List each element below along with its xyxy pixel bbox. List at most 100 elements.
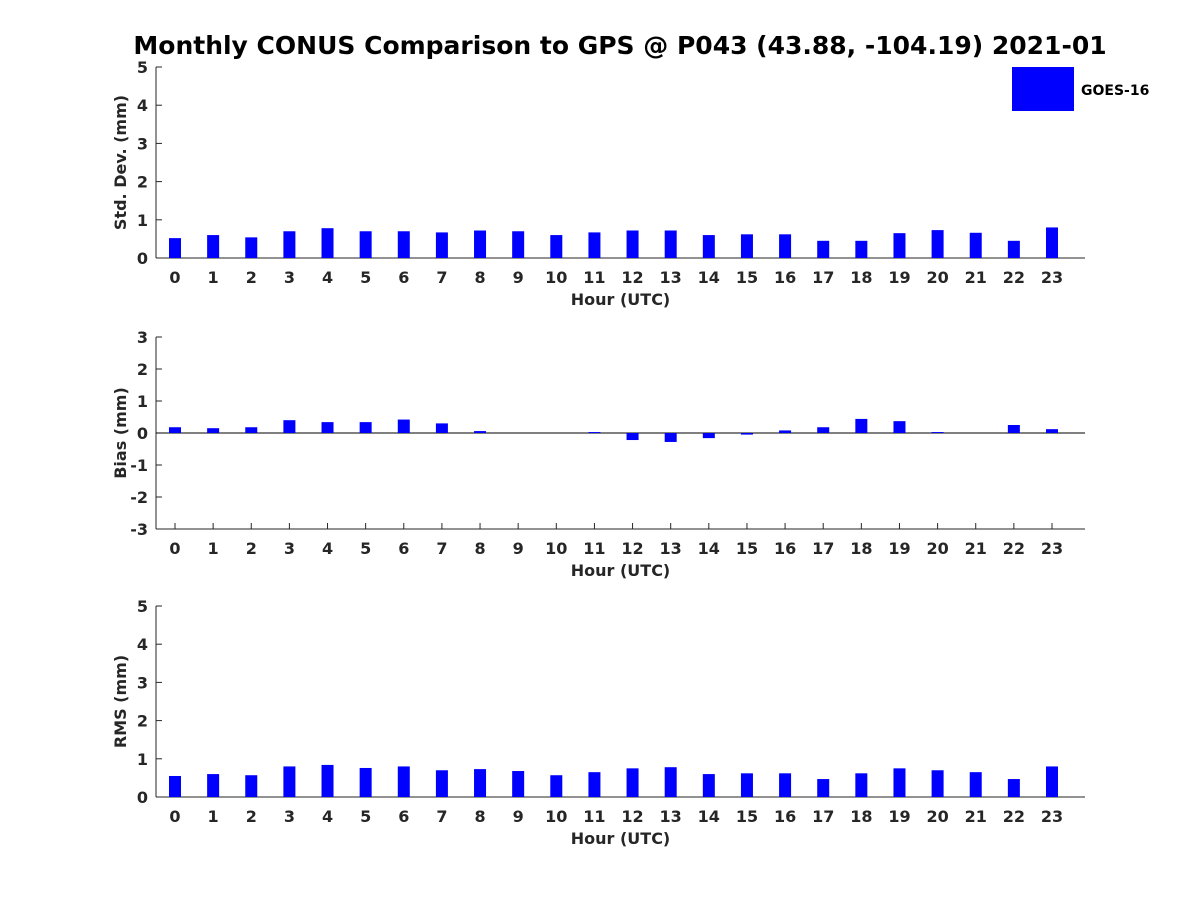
rms-bar bbox=[664, 767, 677, 797]
std-dev-bar bbox=[779, 234, 792, 258]
std-dev-bar bbox=[397, 231, 410, 258]
rms-y-tick-label: 2 bbox=[137, 712, 148, 731]
bias-bar bbox=[626, 433, 639, 441]
rms-x-tick-label: 4 bbox=[322, 807, 333, 826]
rms-y-tick-label: 0 bbox=[137, 788, 148, 807]
rms-y-tick-label: 5 bbox=[137, 597, 148, 616]
rms-bar bbox=[588, 772, 601, 797]
bias-bar bbox=[588, 432, 601, 433]
bias-bar bbox=[283, 420, 296, 433]
std-dev-x-tick-label: 8 bbox=[474, 268, 485, 287]
bias-bar bbox=[855, 418, 868, 433]
std-dev-bar bbox=[245, 237, 258, 258]
std-dev-y-tick-label: 2 bbox=[137, 173, 148, 192]
rms-x-tick-label: 8 bbox=[474, 807, 485, 826]
rms-bar bbox=[245, 775, 258, 797]
bias-x-tick-label: 21 bbox=[965, 539, 987, 558]
std-dev-bar bbox=[588, 232, 601, 258]
bias-x-tick-label: 22 bbox=[1003, 539, 1025, 558]
std-dev-y-tick-label: 1 bbox=[137, 211, 148, 230]
std-dev-y-label: Std. Dev. (mm) bbox=[111, 95, 130, 230]
bias-x-tick-label: 13 bbox=[660, 539, 682, 558]
rms-x-tick-label: 3 bbox=[284, 807, 295, 826]
std-dev-x-tick-label: 1 bbox=[208, 268, 219, 287]
bias-bar bbox=[1045, 429, 1058, 433]
std-dev-x-tick-label: 16 bbox=[774, 268, 796, 287]
std-dev-bar bbox=[359, 231, 372, 258]
std-dev-x-tick-label: 15 bbox=[736, 268, 758, 287]
rms-x-tick-label: 5 bbox=[360, 807, 371, 826]
std-dev-x-tick-label: 0 bbox=[169, 268, 180, 287]
bias-x-tick-label: 23 bbox=[1041, 539, 1063, 558]
rms-x-tick-label: 18 bbox=[850, 807, 872, 826]
std-dev-bar bbox=[969, 232, 982, 258]
bias-x-tick-label: 3 bbox=[284, 539, 295, 558]
rms-bar bbox=[321, 764, 334, 797]
rms-bar bbox=[435, 770, 448, 797]
rms-x-tick-label: 11 bbox=[583, 807, 605, 826]
std-dev-x-tick-label: 21 bbox=[965, 268, 987, 287]
std-dev-bar bbox=[321, 228, 334, 258]
rms-x-tick-label: 21 bbox=[965, 807, 987, 826]
rms-x-tick-label: 7 bbox=[436, 807, 447, 826]
bias-bar bbox=[321, 422, 334, 433]
bias-x-tick-label: 2 bbox=[246, 539, 257, 558]
bias-bar bbox=[779, 430, 792, 433]
std-dev-x-label: Hour (UTC) bbox=[571, 290, 671, 309]
bias-x-tick-label: 11 bbox=[583, 539, 605, 558]
std-dev-y-tick-label: 3 bbox=[137, 134, 148, 153]
std-dev-x-tick-label: 17 bbox=[812, 268, 834, 287]
bias-bar bbox=[931, 432, 944, 433]
std-dev-x-tick-label: 5 bbox=[360, 268, 371, 287]
std-dev-y-tick-label: 5 bbox=[137, 58, 148, 77]
std-dev-x-tick-label: 6 bbox=[398, 268, 409, 287]
bias-bar bbox=[893, 421, 906, 433]
rms-x-tick-label: 20 bbox=[926, 807, 948, 826]
std-dev-x-tick-label: 11 bbox=[583, 268, 605, 287]
bias-x-tick-label: 17 bbox=[812, 539, 834, 558]
bias-y-tick-label: 0 bbox=[137, 424, 148, 443]
bias-bar bbox=[359, 422, 372, 433]
std-dev-x-tick-label: 18 bbox=[850, 268, 872, 287]
bias-y-label: Bias (mm) bbox=[111, 387, 130, 479]
bias-x-tick-label: 16 bbox=[774, 539, 796, 558]
rms-x-tick-label: 0 bbox=[169, 807, 180, 826]
rms-x-tick-label: 9 bbox=[513, 807, 524, 826]
rms-y-tick-label: 1 bbox=[137, 750, 148, 769]
bias-bar bbox=[207, 428, 220, 433]
bias-y-tick-label: -2 bbox=[130, 488, 148, 507]
rms-x-tick-label: 2 bbox=[246, 807, 257, 826]
bias-x-label: Hour (UTC) bbox=[571, 561, 671, 580]
legend-label: GOES-16 bbox=[1081, 83, 1149, 99]
rms-x-tick-label: 10 bbox=[545, 807, 567, 826]
bias-y-tick-label: 2 bbox=[137, 360, 148, 379]
std-dev-x-tick-label: 20 bbox=[926, 268, 948, 287]
std-dev-bar bbox=[435, 232, 448, 258]
bias-bar bbox=[702, 433, 715, 439]
bias-x-tick-label: 20 bbox=[926, 539, 948, 558]
rms-x-tick-label: 15 bbox=[736, 807, 758, 826]
rms-x-tick-label: 16 bbox=[774, 807, 796, 826]
rms-bar bbox=[359, 767, 372, 797]
std-dev-x-tick-label: 4 bbox=[322, 268, 333, 287]
bias-bar bbox=[1007, 425, 1020, 433]
bias-x-tick-label: 10 bbox=[545, 539, 567, 558]
std-dev-bar bbox=[893, 233, 906, 258]
rms-bar bbox=[1045, 766, 1058, 797]
bias-x-tick-label: 8 bbox=[474, 539, 485, 558]
bias-bar bbox=[245, 427, 258, 433]
bias-y-tick-label: 1 bbox=[137, 392, 148, 411]
std-dev-bar bbox=[474, 230, 487, 258]
std-dev-bar bbox=[283, 231, 296, 258]
bias-x-tick-label: 6 bbox=[398, 539, 409, 558]
std-dev-x-tick-label: 2 bbox=[246, 268, 257, 287]
bias-y-tick-label: -1 bbox=[130, 456, 148, 475]
rms-bar bbox=[969, 772, 982, 797]
rms-bar bbox=[626, 768, 639, 797]
bias-bar bbox=[169, 427, 181, 433]
rms-x-tick-label: 6 bbox=[398, 807, 409, 826]
rms-x-tick-label: 12 bbox=[621, 807, 643, 826]
std-dev-y-tick-label: 0 bbox=[137, 249, 148, 268]
